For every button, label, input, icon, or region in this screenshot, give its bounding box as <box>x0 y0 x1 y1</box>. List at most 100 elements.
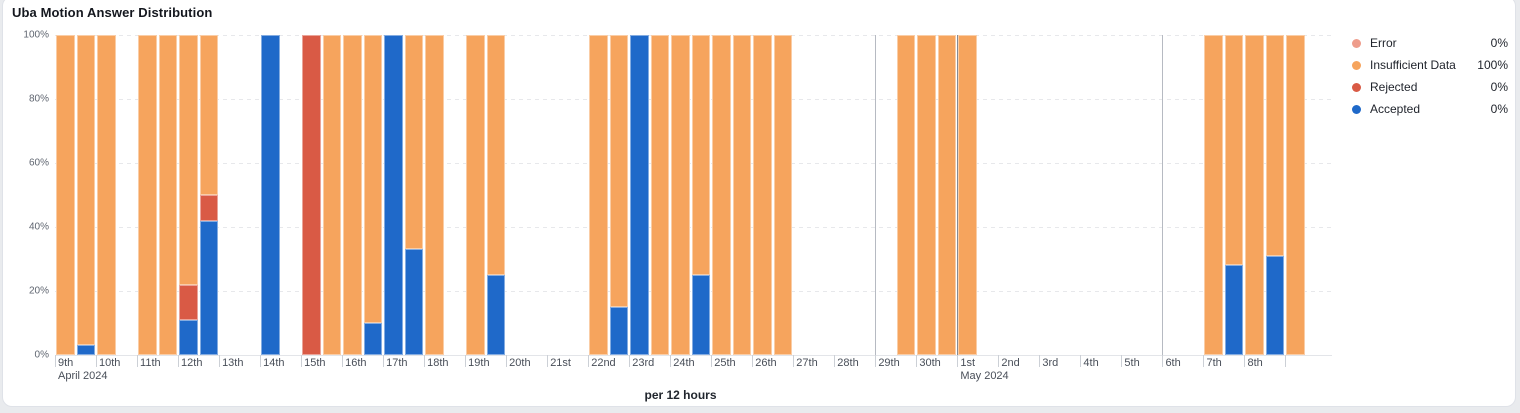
x-tick <box>793 355 795 367</box>
bar-slot-30[interactable] <box>671 35 690 355</box>
x-tick-label: 18th <box>427 357 449 369</box>
bar-slot-33[interactable] <box>732 35 752 355</box>
bar-slot-44[interactable] <box>958 35 977 355</box>
x-tick-label: 6th <box>1165 357 1181 369</box>
legend-item-value: 0% <box>1490 36 1508 50</box>
bar-segment-insufficient <box>753 35 772 355</box>
x-tick <box>629 355 631 367</box>
bar-slot-58[interactable] <box>1245 35 1264 355</box>
x-tick <box>1285 355 1287 367</box>
x-tick-label: 28th <box>837 357 859 369</box>
bar-segment-insufficient <box>199 35 219 196</box>
bar-slot-43[interactable] <box>937 35 957 355</box>
bar-slot-21[interactable] <box>486 35 506 355</box>
bar-segment-accepted <box>363 323 383 355</box>
y-tick-label: 0% <box>34 349 49 361</box>
bar-slot-18[interactable] <box>425 35 444 355</box>
bar-slot-59[interactable] <box>1265 35 1285 355</box>
bar-segment-rejected <box>302 35 321 355</box>
bar-segment-insufficient <box>486 35 506 275</box>
x-tick-label: 5th <box>1124 357 1140 369</box>
bar-slot-14[interactable] <box>343 35 362 355</box>
bar-slot-13[interactable] <box>322 35 342 355</box>
x-tick <box>711 355 713 367</box>
bar-slot-20[interactable] <box>466 35 485 355</box>
bar-segment-insufficient <box>712 35 731 355</box>
x-month-label: April 2024 <box>58 370 108 382</box>
x-tick <box>875 355 877 367</box>
bar-segment-insufficient <box>1204 35 1223 355</box>
legend: Error 0% Insufficient Data 100% Rejected 0% Ac… <box>1352 32 1508 120</box>
x-tick <box>916 355 918 367</box>
bar-slot-5[interactable] <box>158 35 178 355</box>
bar-slot-34[interactable] <box>753 35 772 355</box>
bar-slot-0[interactable] <box>56 35 75 355</box>
x-tick-label: 9th <box>58 357 74 369</box>
x-tick <box>424 355 426 367</box>
x-tick-label: 26th <box>755 357 777 369</box>
bar-slot-41[interactable] <box>896 35 916 355</box>
bar-slot-29[interactable] <box>650 35 670 355</box>
bar-segment-insufficient <box>609 35 629 307</box>
x-tick-label: 3rd <box>1042 357 1059 369</box>
bar-slot-32[interactable] <box>712 35 731 355</box>
legend-color-dot <box>1352 38 1361 48</box>
legend-item-accepted[interactable]: Accepted 0% <box>1352 98 1508 120</box>
bar-segment-insufficient <box>322 35 342 355</box>
bar-slot-31[interactable] <box>691 35 711 355</box>
y-tick-label: 20% <box>28 285 49 297</box>
x-tick <box>383 355 385 367</box>
legend-item-label: Accepted <box>1370 102 1421 116</box>
bar-slot-56[interactable] <box>1204 35 1223 355</box>
bar-slot-42[interactable] <box>917 35 936 355</box>
x-tick <box>547 355 549 367</box>
legend-item-error[interactable]: Error 0% <box>1352 32 1508 54</box>
bar-slot-16[interactable] <box>384 35 403 355</box>
bar-slot-57[interactable] <box>1224 35 1244 355</box>
bar-slot-15[interactable] <box>363 35 383 355</box>
bar-segment-insufficient <box>650 35 670 355</box>
legend-item-rejected[interactable]: Rejected 0% <box>1352 76 1508 98</box>
bar-slot-4[interactable] <box>138 35 157 355</box>
bar-slot-1[interactable] <box>76 35 95 355</box>
bar-segment-insufficient <box>589 35 608 355</box>
bar-slot-17[interactable] <box>404 35 424 355</box>
x-tick <box>957 355 959 367</box>
x-tick <box>55 355 56 367</box>
x-tick <box>506 355 508 367</box>
bar-slot-6[interactable] <box>179 35 198 355</box>
bar-slot-7[interactable] <box>199 35 219 355</box>
x-tick <box>342 355 344 367</box>
x-tick-label: 14th <box>263 357 285 369</box>
bar-segment-accepted <box>384 35 403 355</box>
bar-slot-2[interactable] <box>97 35 116 355</box>
x-tick-label: 21st <box>550 357 571 369</box>
legend-item-label: Error <box>1370 36 1397 50</box>
x-tick-label: 16th <box>345 357 367 369</box>
bar-slot-28[interactable] <box>630 35 649 355</box>
x-tick-label: 4th <box>1083 357 1099 369</box>
bar-segment-insufficient <box>56 35 75 355</box>
week-separator-line <box>1162 35 1164 355</box>
bar-segment-insufficient <box>466 35 485 355</box>
x-tick-label: 17th <box>386 357 408 369</box>
legend-item-insufficient[interactable]: Insufficient Data 100% <box>1352 54 1508 76</box>
bar-segment-insufficient <box>1265 35 1285 256</box>
legend-item-label: Rejected <box>1370 80 1418 94</box>
x-tick <box>670 355 672 367</box>
bar-slot-10[interactable] <box>261 35 280 355</box>
bar-slot-26[interactable] <box>589 35 608 355</box>
week-separator-line <box>875 35 877 355</box>
bar-slot-35[interactable] <box>773 35 793 355</box>
x-tick <box>178 355 180 367</box>
y-tick-label: 100% <box>23 29 49 41</box>
bar-slot-27[interactable] <box>609 35 629 355</box>
x-tick-label: 13th <box>222 357 244 369</box>
bar-segment-insufficient <box>917 35 936 355</box>
y-tick-label: 80% <box>28 93 49 105</box>
bar-slot-60[interactable] <box>1286 35 1305 355</box>
bar-slot-12[interactable] <box>302 35 321 355</box>
x-tick-label: 22nd <box>591 357 616 369</box>
x-tick <box>752 355 754 367</box>
